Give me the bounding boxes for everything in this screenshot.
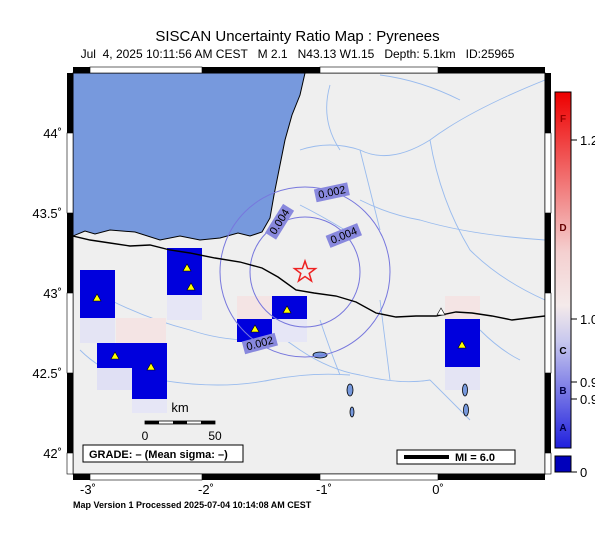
mi-box: MI = 6.0 (396, 449, 516, 465)
grade-text: GRADE: – (Mean sigma: –) (89, 449, 228, 461)
grade-box: GRADE: – (Mean sigma: –) (82, 444, 244, 463)
grade-letter: D (559, 223, 566, 234)
x-axis-labels: -3˚ -2˚ -1˚ 0˚ (80, 482, 444, 497)
grade-letter: B (559, 386, 566, 397)
x-tick-label: -3˚ (80, 482, 96, 497)
grade-letter: F (560, 114, 566, 125)
processing-footer: Map Version 1 Processed 2025-07-04 10:14… (73, 500, 312, 510)
station-triangle-icon (146, 362, 156, 371)
colorbar-value: 1.2 (580, 133, 595, 148)
uncertainty-cells (80, 248, 480, 413)
scale-right: 50 (208, 429, 222, 443)
x-tick-label: -2˚ (198, 482, 214, 497)
scale-bar: km 0 50 (142, 400, 222, 443)
scale-unit: km (171, 400, 188, 415)
national-border (73, 235, 545, 321)
map-area (73, 73, 545, 474)
contour-labels: 0.002 0.004 0.004 0.002 (241, 182, 363, 355)
station-triangle-icon (182, 263, 192, 272)
y-axis-labels: 44˚ 43.5˚ 43˚ 42.5˚ 42˚ (32, 126, 62, 461)
event-info: Jul 4, 2025 10:11:56 AM CEST M 2.1 N43.1… (80, 47, 515, 61)
colorbar-value: 0.9 (580, 375, 595, 390)
station-triangle-icon (186, 282, 196, 291)
station-triangle-icon (282, 305, 292, 314)
grade-letter: C (559, 346, 566, 357)
colorbar: F D C B A 1.2 1.0 0.9 0.9 0 (554, 91, 595, 480)
y-tick-label: 42˚ (43, 446, 62, 461)
x-tick-label: 0˚ (432, 482, 444, 497)
colorbar-value: 0.9 (580, 392, 595, 407)
y-tick-label: 43˚ (43, 286, 62, 301)
map-title: SISCAN Uncertainty Ratio Map : Pyrenees (155, 28, 440, 45)
epicenter-star-icon (292, 258, 318, 283)
scale-left: 0 (142, 429, 149, 443)
rivers (79, 74, 545, 421)
uncertainty-contours (219, 186, 391, 358)
stations (92, 263, 467, 371)
contour-label: 0.002 (317, 184, 346, 201)
map-frame (66, 66, 552, 481)
colorbar-value: 0 (580, 465, 587, 480)
nodata-swatch (554, 455, 572, 473)
y-tick-label: 42.5˚ (32, 366, 62, 381)
grade-letter: A (559, 423, 566, 434)
station-triangle-icon (92, 293, 102, 302)
colorbar-value: 1.0 (580, 312, 595, 327)
y-tick-label: 43.5˚ (32, 206, 62, 221)
y-tick-label: 44˚ (43, 126, 62, 141)
sea-area (73, 73, 306, 241)
station-triangle-icon (250, 324, 260, 333)
station-triangle-icon (436, 307, 446, 316)
station-triangle-icon (110, 351, 120, 360)
x-tick-label: -1˚ (316, 482, 332, 497)
station-triangle-icon (457, 340, 467, 349)
mi-text: MI = 6.0 (455, 452, 495, 464)
